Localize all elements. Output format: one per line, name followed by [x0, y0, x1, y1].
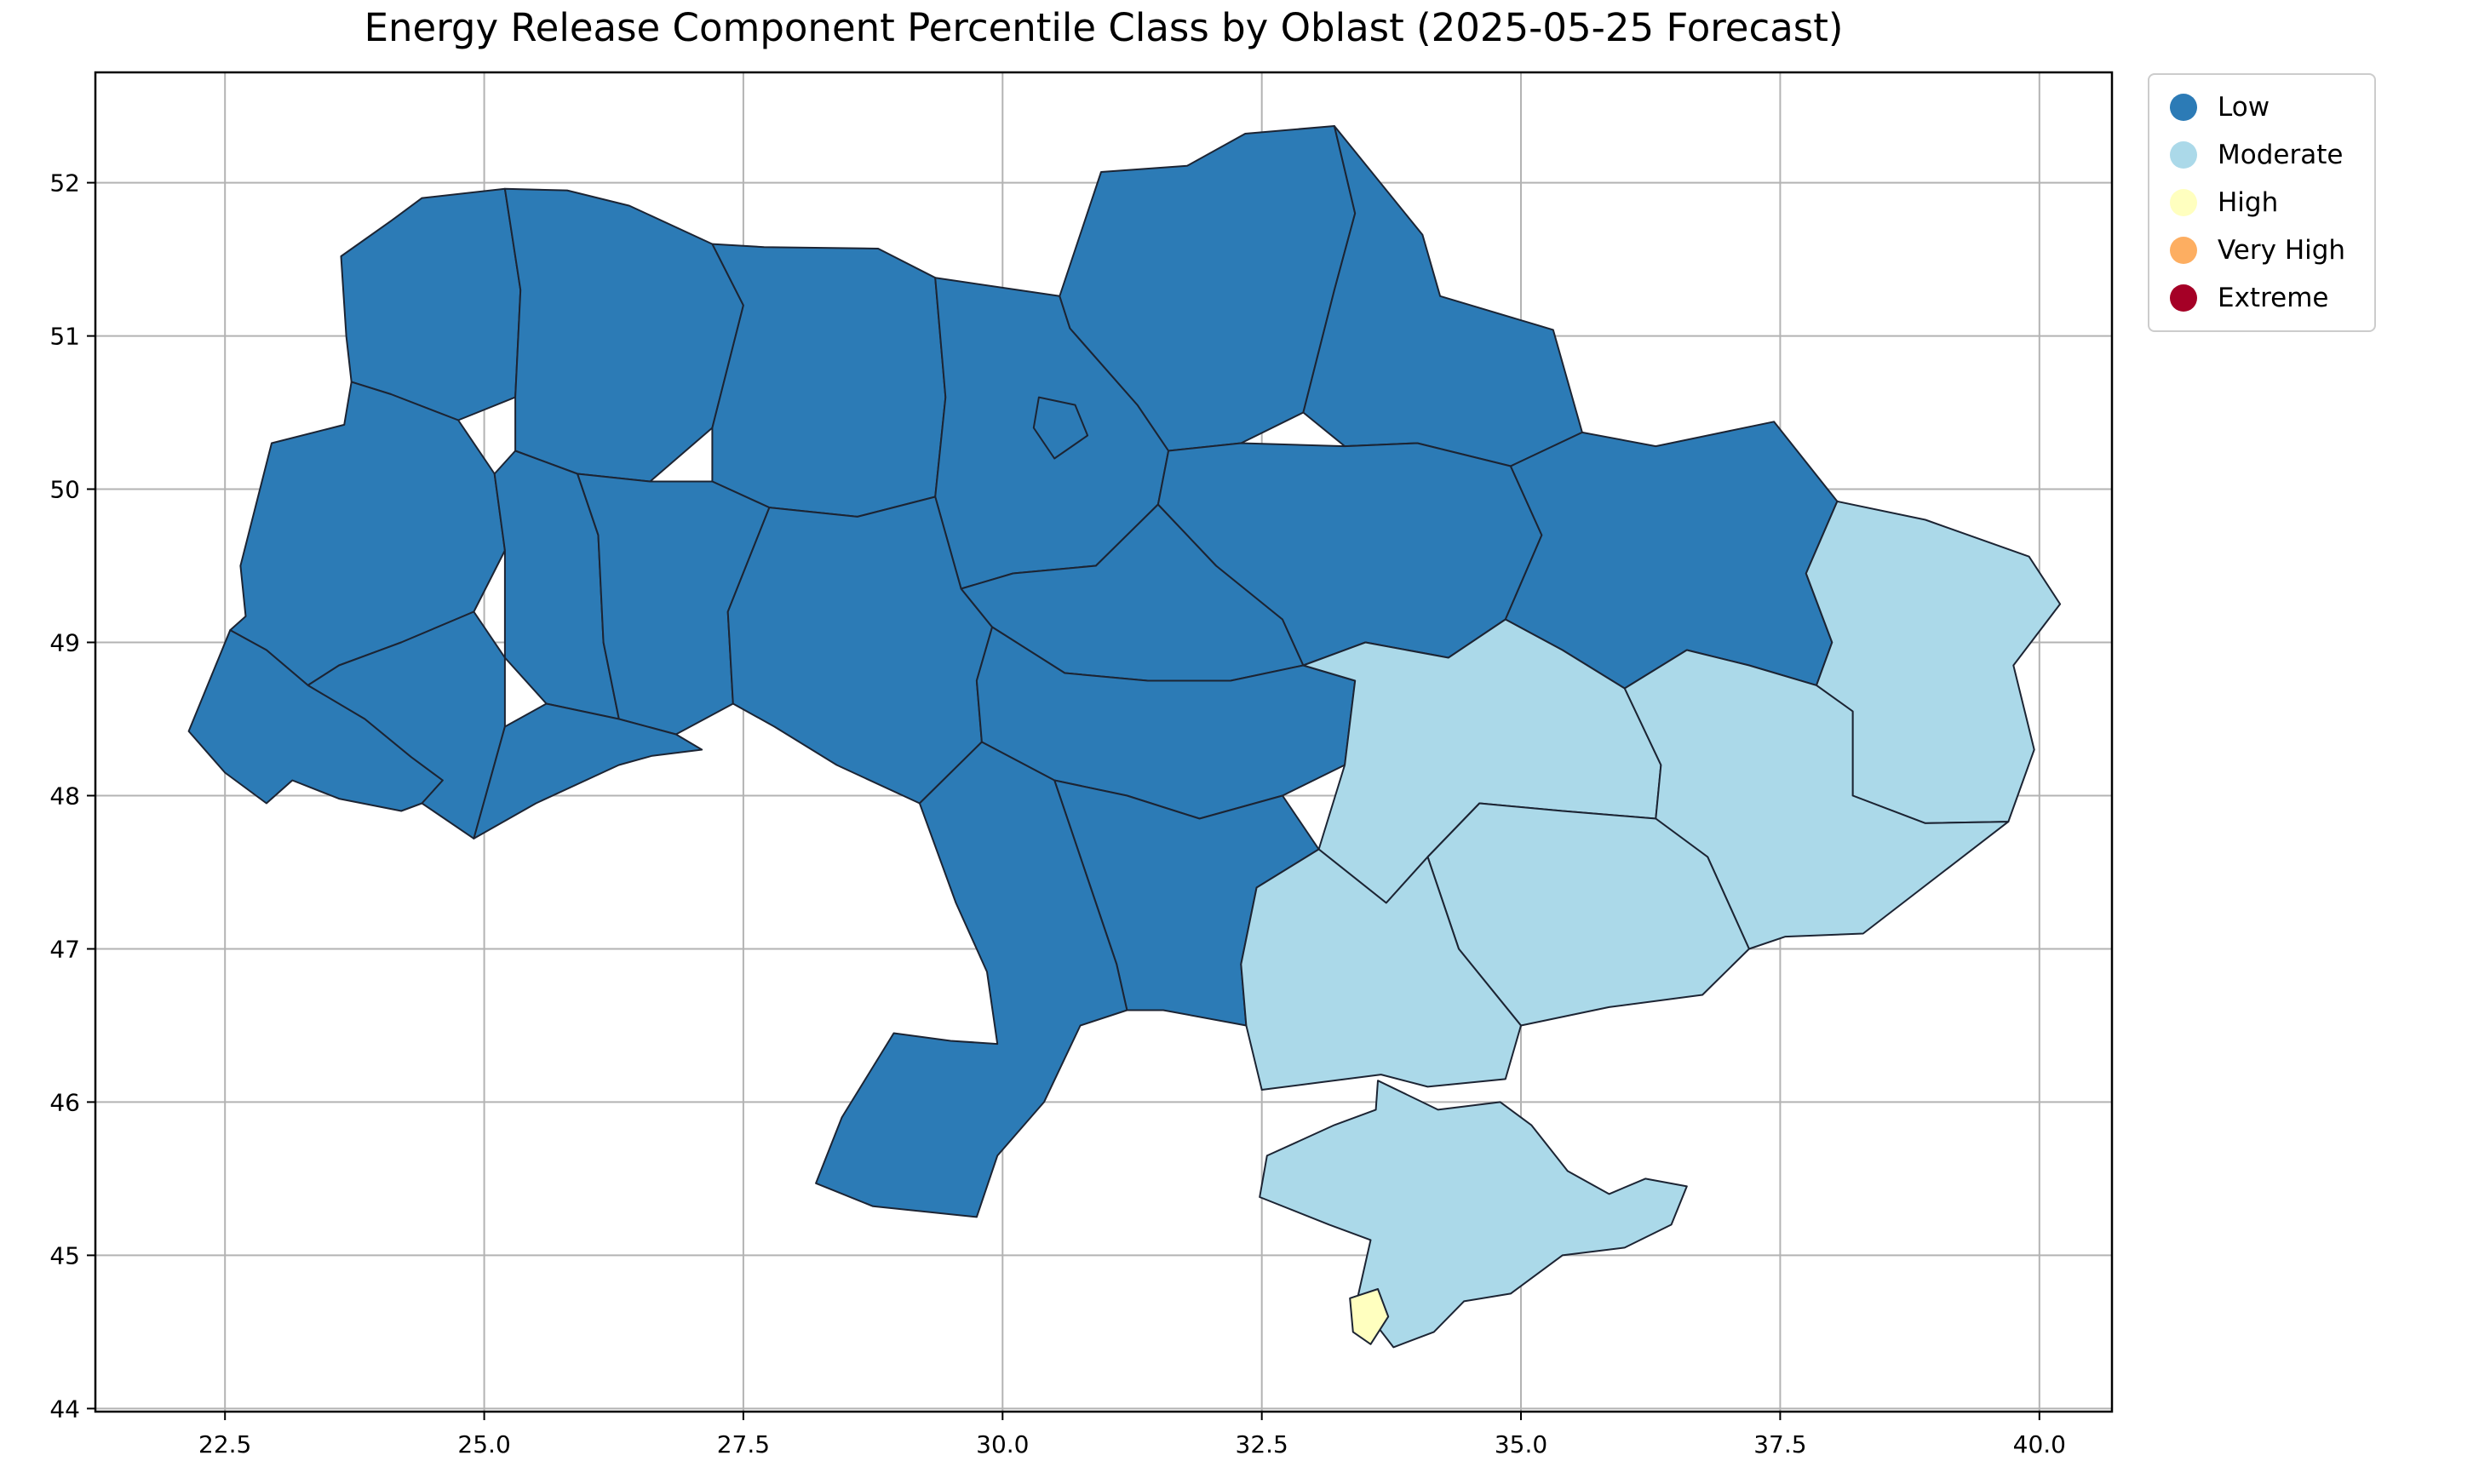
region-zhytomyr [711, 243, 947, 518]
legend-item-moderate: Moderate [2170, 141, 2345, 169]
legend: Low Moderate High Very High Extreme [2148, 73, 2377, 332]
legend-marker-very-high [2170, 237, 2197, 264]
region-rivne [503, 187, 744, 483]
x-tick-label: 25.0 [457, 1430, 510, 1458]
x-tick-label: 40.0 [2013, 1430, 2066, 1458]
y-tick-label: 48 [49, 782, 80, 811]
legend-item-very-high: Very High [2170, 237, 2345, 264]
legend-item-low: Low [2170, 94, 2345, 121]
region-chernivtsi [473, 702, 703, 839]
legend-label-low: Low [2218, 91, 2270, 123]
region-crimea [1259, 1080, 1688, 1349]
y-tick-label: 52 [49, 169, 80, 198]
legend-marker-extreme [2170, 284, 2197, 312]
legend-marker-high [2170, 189, 2197, 216]
x-tick-label: 35.0 [1495, 1430, 1547, 1458]
y-tick-label: 51 [49, 323, 80, 351]
chart-title: Energy Release Component Percentile Clas… [364, 5, 1844, 50]
legend-label-extreme: Extreme [2218, 282, 2329, 313]
region-ivano-frankivsk [307, 610, 506, 839]
region-kherson [1240, 848, 1522, 1091]
legend-label-moderate: Moderate [2218, 139, 2344, 170]
axis-ticks: 22.5 25.0 27.5 30.0 32.5 35.0 37.5 40.0 44 45 46 47… [49, 169, 2066, 1458]
region-kyiv-city [1032, 396, 1089, 460]
legend-item-extreme: Extreme [2170, 284, 2345, 312]
legend-marker-low [2170, 94, 2197, 121]
legend-label-high: High [2218, 186, 2279, 218]
region-volyn [340, 187, 522, 421]
x-tick-label: 22.5 [198, 1430, 251, 1458]
axes-frame [94, 71, 2114, 1413]
legend-label-very-high: Very High [2218, 234, 2346, 266]
y-tick-label: 46 [49, 1088, 80, 1116]
x-tick-label: 37.5 [1753, 1430, 1806, 1458]
region-sevastopol [1349, 1288, 1390, 1345]
region-donetsk [1623, 649, 2010, 950]
y-tick-label: 45 [49, 1241, 80, 1269]
y-tick-label: 49 [49, 629, 80, 657]
legend-item-high: High [2170, 189, 2345, 216]
x-tick-label: 30.0 [976, 1430, 1029, 1458]
x-tick-label: 32.5 [1236, 1430, 1288, 1458]
y-tick-label: 50 [49, 476, 80, 504]
x-tick-label: 27.5 [717, 1430, 770, 1458]
y-tick-label: 47 [49, 936, 80, 964]
ukraine-map [187, 125, 2062, 1349]
y-tick-label: 44 [49, 1395, 80, 1423]
region-odesa [815, 741, 1128, 1218]
legend-marker-moderate [2170, 141, 2197, 169]
